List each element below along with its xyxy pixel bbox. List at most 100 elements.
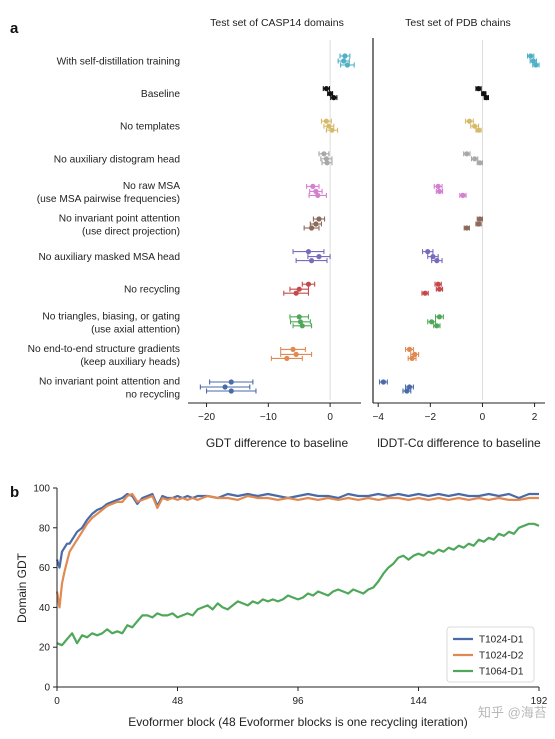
- legend-entry: T1024-D1: [479, 635, 524, 646]
- gdt-point: [284, 355, 290, 361]
- lddt-point: [425, 249, 431, 255]
- series-line-t1024-d2: [55, 492, 539, 609]
- panel-letter-b: b: [10, 484, 19, 501]
- gdt-point: [293, 351, 299, 357]
- b-y-tick-label: 100: [33, 484, 50, 495]
- b-x-tick-label: 48: [172, 696, 184, 707]
- legend-entry: T1064-D1: [479, 667, 524, 678]
- row-label: With self-distillation training: [57, 57, 181, 68]
- gdt-point: [310, 183, 316, 189]
- lddt-point: [475, 127, 482, 133]
- row-label: No invariant point attention and: [39, 377, 180, 388]
- lddt-point: [404, 388, 410, 394]
- lddt-point: [472, 156, 478, 162]
- row-label: (use direct projection): [82, 227, 180, 238]
- lddt-point: [406, 346, 413, 352]
- row-label: (keep auxiliary heads): [80, 357, 180, 368]
- legend-box: [446, 626, 535, 683]
- gdt-point: [308, 225, 315, 231]
- lddt-point: [528, 53, 534, 59]
- gdt-point: [323, 156, 329, 162]
- row-label: No templates: [120, 122, 180, 133]
- row-label: No recycling: [124, 285, 180, 296]
- lddt-panel-title: Test set of PDB chains: [405, 17, 511, 29]
- lddt-point: [475, 221, 482, 227]
- lddt-point: [481, 91, 487, 97]
- lddt-point: [460, 192, 466, 198]
- lddt-tick-label: 2: [532, 412, 538, 423]
- b-y-tick-label: 20: [39, 643, 51, 654]
- gdt-point: [308, 258, 315, 264]
- b-y-tick-label: 0: [44, 683, 50, 694]
- legend-entry: T1024-D2: [479, 651, 524, 662]
- lddt-tick-label: −2: [425, 412, 437, 423]
- series-line-t1024-d1: [55, 492, 539, 569]
- gdt-point: [293, 290, 299, 296]
- row-label: No triangles, biasing, or gating: [42, 311, 180, 322]
- b-y-tick-label: 60: [39, 563, 51, 574]
- gdt-tick-label: −10: [260, 412, 277, 423]
- row-label: No auxiliary masked MSA head: [38, 252, 180, 263]
- gdt-point: [299, 323, 305, 329]
- b-y-tick-label: 80: [39, 523, 51, 534]
- gdt-point: [313, 221, 319, 227]
- row-label: No end-to-end structure gradients: [28, 344, 180, 355]
- lddt-panel: Test set of PDB chains −4 −2 0 2 lDDT-Cα di…: [372, 17, 545, 450]
- row-labels: With self-distillation training Baseline N…: [28, 57, 181, 401]
- gdt-point: [323, 86, 329, 92]
- gdt-panel: Test set of CASP14 domains −20 −10 0 GDT d…: [188, 17, 361, 450]
- row-label: (use MSA pairwise frequencies): [37, 194, 180, 205]
- gdt-point: [313, 188, 319, 194]
- gdt-point: [316, 254, 322, 260]
- gdt-point: [228, 388, 234, 394]
- gdt-point: [296, 314, 302, 320]
- lddt-point: [472, 123, 478, 129]
- gdt-point: [297, 319, 304, 325]
- gdt-point: [305, 281, 312, 287]
- row-label: No raw MSA: [123, 181, 180, 192]
- gdt-x-label: GDT difference to baseline: [206, 436, 349, 450]
- lddt-tick-label: 0: [480, 412, 486, 423]
- gdt-point: [326, 123, 332, 129]
- row-label: (use axial attention): [91, 324, 180, 335]
- gdt-point: [329, 127, 335, 133]
- lddt-point: [436, 286, 443, 292]
- lddt-point: [464, 151, 470, 157]
- gdt-point: [342, 53, 348, 59]
- gdt-point: [315, 192, 321, 198]
- lddt-point: [429, 319, 435, 325]
- lddt-point: [436, 188, 443, 194]
- b-x-tick-label: 192: [531, 696, 548, 707]
- legend: T1024-D1 T1024-D2 T1064-D1: [446, 626, 535, 683]
- line-chart: 0 20 40 60 80 100 0 48 96 144 192 Domain GDT Evofo…: [15, 484, 548, 730]
- lddt-tick-label: −4: [373, 412, 385, 423]
- lddt-point: [477, 216, 483, 222]
- lddt-point: [422, 290, 428, 296]
- b-x-tick-label: 96: [292, 696, 304, 707]
- gdt-tick-label: 0: [327, 412, 333, 423]
- b-x-tick-label: 144: [410, 696, 427, 707]
- gdt-point: [305, 249, 312, 255]
- gdt-point: [222, 384, 228, 390]
- lddt-point: [466, 118, 473, 124]
- panel-letter-a: a: [10, 20, 19, 37]
- gdt-point: [316, 216, 322, 222]
- row-label: no recycling: [126, 390, 181, 401]
- lddt-point: [435, 183, 441, 189]
- lddt-point: [530, 58, 536, 64]
- lddt-point: [434, 323, 440, 329]
- gdt-point: [296, 286, 302, 292]
- lddt-point: [430, 254, 436, 260]
- gdt-panel-title: Test set of CASP14 domains: [210, 17, 344, 29]
- gdt-point: [341, 58, 347, 64]
- watermark: 知乎 @海苔: [478, 705, 547, 720]
- lddt-point: [477, 160, 483, 166]
- lddt-point: [464, 225, 470, 231]
- row-label: No invariant point attention: [59, 214, 180, 225]
- lddt-point: [435, 281, 441, 287]
- gdt-point: [327, 91, 333, 97]
- gdt-point: [323, 118, 329, 124]
- series-line-t1064-d1: [56, 522, 540, 647]
- lddt-point: [475, 86, 482, 92]
- b-y-label: Domain GDT: [15, 552, 29, 623]
